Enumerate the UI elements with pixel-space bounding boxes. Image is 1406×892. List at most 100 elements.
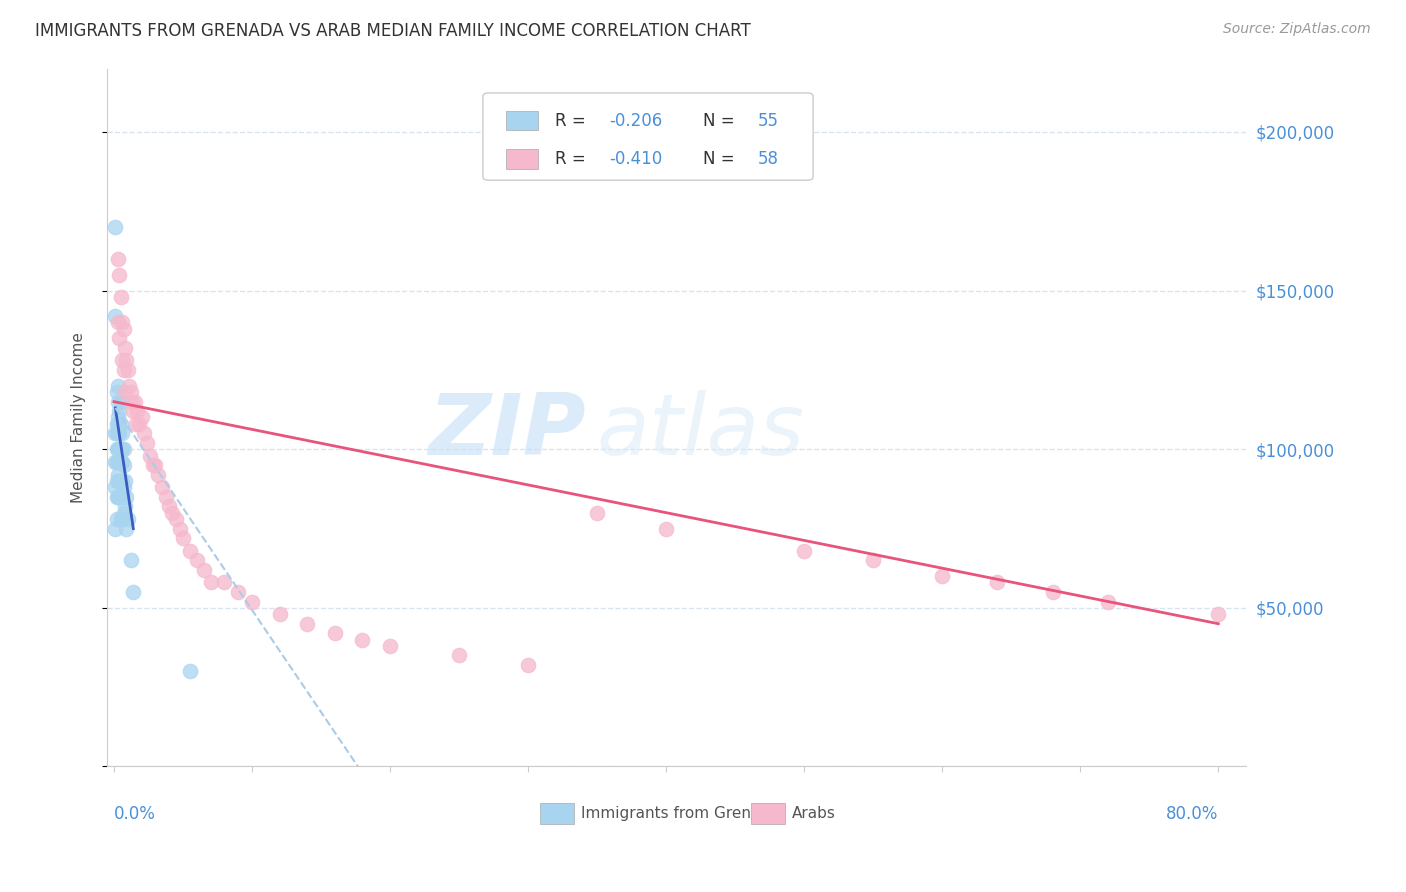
- Point: [165, 512, 187, 526]
- Point: [586, 506, 609, 520]
- Point: [111, 426, 134, 441]
- Point: [128, 417, 150, 431]
- Point: [107, 417, 129, 431]
- Text: atlas: atlas: [596, 390, 804, 473]
- Point: [517, 657, 540, 672]
- Point: [115, 353, 138, 368]
- Point: [108, 417, 131, 431]
- Point: [125, 417, 148, 431]
- Point: [297, 616, 319, 631]
- Point: [110, 474, 132, 488]
- Text: R =: R =: [554, 150, 591, 168]
- Point: [139, 449, 162, 463]
- Point: [240, 594, 263, 608]
- Point: [112, 442, 135, 457]
- Point: [269, 607, 291, 622]
- Point: [107, 378, 129, 392]
- Point: [931, 569, 953, 583]
- Point: [186, 553, 208, 567]
- Point: [114, 341, 136, 355]
- FancyBboxPatch shape: [482, 93, 813, 180]
- Point: [108, 442, 131, 457]
- Point: [105, 512, 128, 526]
- Point: [120, 385, 142, 400]
- Point: [104, 455, 127, 469]
- Point: [108, 455, 131, 469]
- Point: [114, 385, 136, 400]
- Point: [214, 575, 236, 590]
- Point: [112, 458, 135, 472]
- Point: [160, 506, 183, 520]
- Point: [121, 394, 143, 409]
- Text: 58: 58: [758, 150, 779, 168]
- Point: [110, 490, 132, 504]
- Point: [105, 417, 128, 431]
- Point: [104, 220, 127, 235]
- Point: [104, 522, 127, 536]
- Point: [155, 490, 177, 504]
- Point: [142, 458, 165, 472]
- Point: [169, 522, 191, 536]
- Point: [117, 363, 139, 377]
- Point: [1208, 607, 1230, 622]
- Point: [110, 290, 132, 304]
- Text: 0.0%: 0.0%: [114, 805, 156, 822]
- Point: [112, 506, 135, 520]
- Point: [105, 426, 128, 441]
- Point: [323, 626, 346, 640]
- Y-axis label: Median Family Income: Median Family Income: [72, 332, 86, 503]
- Text: 80.0%: 80.0%: [1166, 805, 1219, 822]
- Point: [179, 665, 201, 679]
- Point: [107, 455, 129, 469]
- Point: [110, 455, 132, 469]
- Text: N =: N =: [703, 150, 740, 168]
- Point: [108, 404, 131, 418]
- Point: [107, 467, 129, 482]
- Point: [115, 490, 138, 504]
- Text: N =: N =: [703, 112, 740, 129]
- Point: [111, 455, 134, 469]
- Point: [107, 442, 129, 457]
- Point: [179, 543, 201, 558]
- Point: [108, 268, 131, 282]
- Text: -0.410: -0.410: [609, 150, 662, 168]
- Point: [105, 442, 128, 457]
- Point: [122, 585, 145, 599]
- Point: [110, 442, 132, 457]
- FancyBboxPatch shape: [751, 804, 785, 824]
- Point: [107, 252, 129, 266]
- Text: Source: ZipAtlas.com: Source: ZipAtlas.com: [1223, 22, 1371, 37]
- Point: [107, 490, 129, 504]
- FancyBboxPatch shape: [506, 111, 537, 130]
- Point: [112, 480, 135, 494]
- Point: [111, 442, 134, 457]
- Point: [107, 394, 129, 409]
- Point: [120, 553, 142, 567]
- Point: [1097, 594, 1119, 608]
- Point: [118, 378, 141, 392]
- Point: [134, 426, 156, 441]
- Point: [136, 435, 159, 450]
- Point: [114, 474, 136, 488]
- Point: [193, 563, 215, 577]
- Point: [104, 480, 127, 494]
- Point: [110, 417, 132, 431]
- Point: [986, 575, 1008, 590]
- Text: IMMIGRANTS FROM GRENADA VS ARAB MEDIAN FAMILY INCOME CORRELATION CHART: IMMIGRANTS FROM GRENADA VS ARAB MEDIAN F…: [35, 22, 751, 40]
- Point: [655, 522, 678, 536]
- Text: 55: 55: [758, 112, 779, 129]
- Point: [131, 410, 153, 425]
- Text: ZIP: ZIP: [427, 390, 585, 473]
- Point: [108, 426, 131, 441]
- Point: [107, 410, 129, 425]
- FancyBboxPatch shape: [506, 149, 537, 169]
- Point: [108, 474, 131, 488]
- Point: [107, 315, 129, 329]
- Text: -0.206: -0.206: [609, 112, 662, 129]
- Point: [105, 474, 128, 488]
- Point: [145, 458, 167, 472]
- Point: [115, 522, 138, 536]
- Point: [200, 575, 222, 590]
- Point: [108, 331, 131, 345]
- Point: [110, 512, 132, 526]
